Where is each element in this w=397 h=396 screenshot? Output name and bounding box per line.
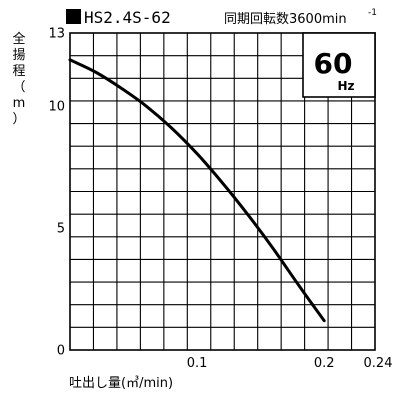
- frequency-unit: Hz: [337, 79, 354, 93]
- y-tick-label: 13: [48, 27, 65, 42]
- frequency-badge: 60 Hz: [302, 32, 376, 98]
- speed-exponent: -1: [368, 8, 377, 18]
- y-axis-label-char: m: [13, 96, 26, 111]
- frequency-badge-box: [302, 32, 376, 98]
- y-tick-label: 10: [48, 100, 65, 115]
- x-tick-label: 0.1: [187, 356, 208, 371]
- speed-label: 同期回転数3600min: [224, 12, 347, 27]
- y-axis-label-char: ）: [12, 112, 25, 127]
- chart-title: HS2.4S-62: [84, 8, 171, 27]
- series: [68, 58, 326, 323]
- y-axis-label-char: 揚: [12, 47, 25, 63]
- x-tick-label: 0.24: [364, 356, 393, 371]
- y-tick-labels: 0 5 10 13: [48, 27, 65, 359]
- title-square-icon: [66, 9, 81, 24]
- y-axis-label: 全揚程（m）: [12, 31, 25, 127]
- x-axis-label: 吐出し量(㎥/min): [69, 376, 173, 391]
- x-tick-label: 0.2: [314, 356, 335, 371]
- y-tick-label: 5: [57, 222, 65, 237]
- performance-curve: [68, 58, 326, 323]
- y-axis-label-char: 程: [12, 64, 25, 79]
- x-tick-labels: 0.1 0.2 0.24: [187, 356, 393, 371]
- y-axis-label-char: 全: [12, 31, 25, 47]
- y-tick-label: 0: [57, 344, 65, 359]
- y-axis-label-char: （: [12, 80, 25, 95]
- frequency-value: 60: [314, 47, 353, 80]
- plot-frame: [69, 32, 376, 351]
